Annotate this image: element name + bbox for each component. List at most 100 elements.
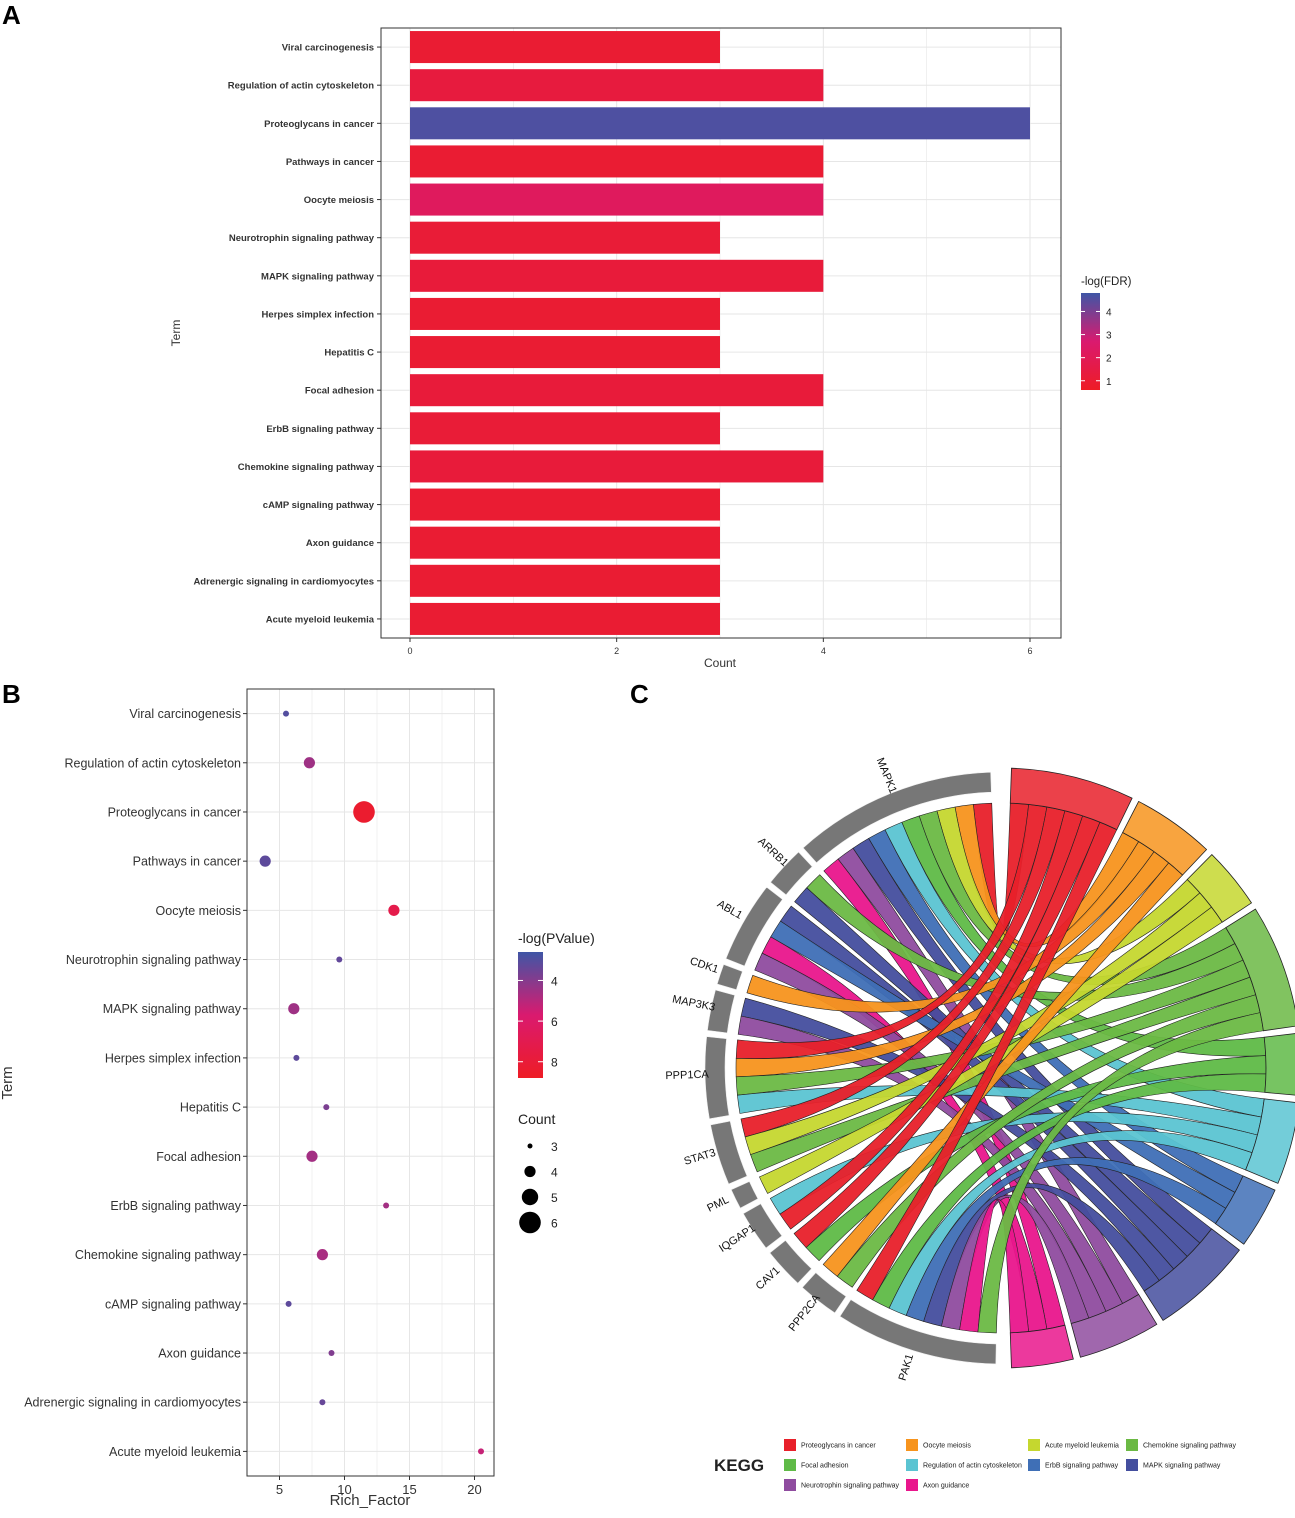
bar-2 xyxy=(410,107,1030,140)
dot-8 xyxy=(323,1104,330,1111)
dot-6 xyxy=(288,1003,300,1015)
panel-a-bars xyxy=(410,31,1030,635)
chord-arcs xyxy=(704,767,1295,1369)
x-tick-label-a-3: 6 xyxy=(1027,646,1032,656)
kegg-legend-swatch-7 xyxy=(1126,1459,1138,1471)
x-tick-label-a-0: 0 xyxy=(407,646,412,656)
term-label-b-0: Viral carcinogenesis xyxy=(129,707,241,721)
pvalue-legend-colorbar xyxy=(518,952,543,1078)
gene-label-0: MAPK1 xyxy=(874,756,899,795)
dot-12 xyxy=(285,1300,292,1307)
term-label-a-3: Pathways in cancer xyxy=(286,157,374,168)
gene-arc-11 xyxy=(839,1299,997,1365)
gene-label-2: ABL1 xyxy=(715,898,744,922)
term-label-b-5: Neurotrophin signaling pathway xyxy=(66,953,242,967)
kegg-legend-label-2: Acute myeloid leukemia xyxy=(1045,1443,1119,1450)
panel-a-y-axis-title: Term xyxy=(169,320,183,347)
term-label-b-9: Focal adhesion xyxy=(156,1150,241,1164)
bar-4 xyxy=(410,183,824,216)
gene-arc-4 xyxy=(707,989,736,1034)
dot-4 xyxy=(388,904,400,916)
panel-b-dot-plot: Viral carcinogenesis Regulation of actin … xyxy=(0,688,595,1509)
count-legend-dot-1 xyxy=(524,1165,536,1178)
kegg-legend-label-3: Chemokine signaling pathway xyxy=(1143,1443,1236,1450)
kegg-legend-swatch-2 xyxy=(1028,1439,1040,1451)
term-label-b-8: Hepatitis C xyxy=(180,1101,241,1115)
gene-arc-8 xyxy=(742,1203,783,1249)
dot-1 xyxy=(303,757,315,769)
pathway-arc-3 xyxy=(1225,908,1295,1032)
bar-12 xyxy=(410,488,720,521)
kegg-legend-swatch-5 xyxy=(906,1459,918,1471)
gene-arc-5 xyxy=(704,1036,730,1120)
pathway-arc-7 xyxy=(1143,1228,1240,1322)
kegg-legend-label-4: Focal adhesion xyxy=(801,1463,849,1470)
kegg-legend-items: Proteoglycans in cancer Oocyte meiosis Acu… xyxy=(784,1439,1236,1491)
term-label-b-3: Pathways in cancer xyxy=(133,855,241,869)
kegg-legend: KEGG Proteoglycans in cancer Oocyte meios… xyxy=(714,1439,1236,1491)
gene-arc-7 xyxy=(730,1181,759,1209)
fdr-legend-title: -log(FDR) xyxy=(1081,276,1132,288)
panel-b-x-ticks: 5 10 15 20 xyxy=(276,1476,482,1497)
x-tick-label-a-1: 2 xyxy=(614,646,619,656)
panel-a-fdr-legend: -log(FDR) 4 3 2 1 xyxy=(1081,276,1132,390)
term-label-b-7: Herpes simplex infection xyxy=(105,1051,241,1065)
kegg-legend-label-6: ErbB signaling pathway xyxy=(1045,1463,1119,1470)
bar-13 xyxy=(410,526,720,559)
term-label-a-5: Neurotrophin signaling pathway xyxy=(229,233,375,244)
panel-label-a: A xyxy=(2,0,21,30)
pathway-arc-2 xyxy=(1186,854,1253,923)
term-label-a-15: Acute myeloid leukemia xyxy=(266,614,375,625)
panel-label-b: B xyxy=(2,679,21,709)
kegg-legend-title: KEGG xyxy=(714,1456,764,1475)
panel-a-frame xyxy=(380,27,1062,639)
term-label-a-4: Oocyte meiosis xyxy=(304,195,374,206)
bar-15 xyxy=(410,602,720,635)
kegg-legend-swatch-6 xyxy=(1028,1459,1040,1471)
bar-6 xyxy=(410,259,824,292)
bar-14 xyxy=(410,564,720,597)
fdr-tick-label-1: 3 xyxy=(1106,331,1112,342)
bar-9 xyxy=(410,374,824,407)
chord-ribbons xyxy=(735,802,1267,1334)
gene-arc-1 xyxy=(770,851,813,896)
panel-b-dots xyxy=(259,710,484,1455)
fdr-tick-label-2: 2 xyxy=(1106,354,1112,365)
x-tick-label-b-2: 15 xyxy=(402,1482,416,1497)
gene-label-1: ARRB1 xyxy=(755,835,790,869)
term-label-b-14: Adrenergic signaling in cardiomyocytes xyxy=(24,1396,241,1410)
count-legend-dot-0 xyxy=(527,1143,533,1149)
pathway-arc-8 xyxy=(1070,1293,1158,1358)
term-label-b-11: Chemokine signaling pathway xyxy=(75,1248,242,1262)
bar-10 xyxy=(410,412,720,445)
term-label-a-7: Herpes simplex infection xyxy=(262,309,375,320)
count-legend-dot-2 xyxy=(521,1188,539,1206)
kegg-legend-swatch-1 xyxy=(906,1439,918,1451)
pathway-arc-0 xyxy=(1009,767,1133,831)
term-label-a-11: Chemokine signaling pathway xyxy=(238,462,375,473)
term-label-a-13: Axon guidance xyxy=(306,538,374,549)
dot-10 xyxy=(383,1202,390,1209)
term-label-a-9: Focal adhesion xyxy=(305,386,374,397)
pvalue-legend-title: -log(PValue) xyxy=(518,930,595,946)
gene-label-8: IQGAP1 xyxy=(717,1222,758,1255)
count-legend-title: Count xyxy=(518,1111,555,1127)
kegg-legend-swatch-3 xyxy=(1126,1439,1138,1451)
panel-c-chord-diagram: MAPK1 ARRB1 ABL1 CDK1 MAP3K3 PPP1CA STAT3 PML IQ… xyxy=(665,756,1295,1491)
dot-9 xyxy=(306,1150,318,1162)
pathway-arc-4 xyxy=(1263,1033,1295,1096)
gene-arc-2 xyxy=(725,886,783,967)
bar-0 xyxy=(410,31,720,64)
count-legend-dot-3 xyxy=(519,1211,541,1234)
count-legend-label-1: 4 xyxy=(551,1166,558,1180)
bar-7 xyxy=(410,297,720,330)
term-label-b-6: MAPK signaling pathway xyxy=(103,1002,242,1016)
panel-b-y-axis-title: Term xyxy=(0,1066,16,1099)
panel-label-c: C xyxy=(630,679,649,709)
pathway-arc-9 xyxy=(1009,1324,1074,1369)
dot-5 xyxy=(336,956,343,963)
panel-b-count-legend: Count 3 4 5 6 xyxy=(518,1111,558,1234)
panel-b-term-labels: Viral carcinogenesis Regulation of actin … xyxy=(24,707,247,1459)
panel-a-bar-chart: Viral carcinogenesis Regulation of actin … xyxy=(169,27,1132,670)
gene-label-11: PAK1 xyxy=(897,1353,916,1383)
